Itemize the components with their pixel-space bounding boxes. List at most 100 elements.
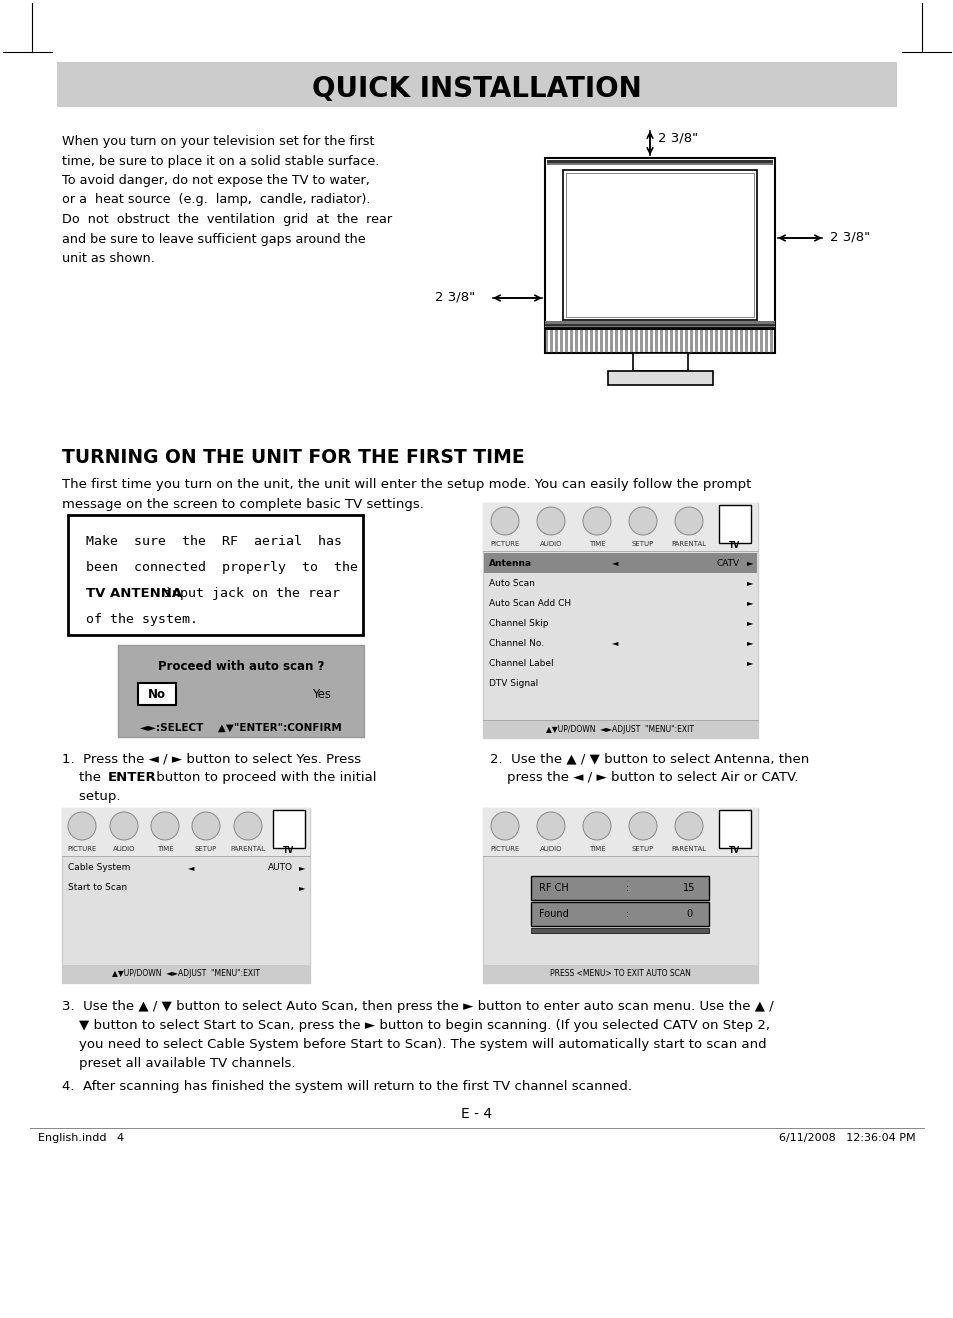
Circle shape	[233, 812, 262, 840]
Bar	[544, 322, 774, 324]
Bar	[629, 328, 633, 353]
Text: Found: Found	[538, 909, 568, 919]
Text: ►: ►	[298, 883, 305, 892]
Text: Channel Skip: Channel Skip	[489, 618, 548, 627]
Text: Auto Scan: Auto Scan	[489, 579, 535, 588]
Text: E - 4: E - 4	[461, 1107, 492, 1122]
Text: PARENTAL: PARENTAL	[231, 846, 265, 851]
Bar	[740, 328, 742, 353]
Text: preset all available TV channels.: preset all available TV channels.	[62, 1057, 295, 1070]
Circle shape	[491, 507, 518, 535]
Bar	[569, 328, 573, 353]
Text: and be sure to leave sufficient gaps around the: and be sure to leave sufficient gaps aro…	[62, 232, 365, 245]
Circle shape	[68, 812, 96, 840]
Text: ►: ►	[298, 863, 305, 873]
Text: button to proceed with the initial: button to proceed with the initial	[152, 771, 376, 784]
Bar	[655, 328, 658, 353]
Text: ►: ►	[746, 598, 753, 608]
Bar	[482, 503, 758, 551]
Bar	[589, 328, 593, 353]
Bar	[531, 928, 708, 933]
Text: TURNING ON THE UNIT FOR THE FIRST TIME: TURNING ON THE UNIT FOR THE FIRST TIME	[62, 448, 524, 467]
Bar	[675, 328, 678, 353]
Bar	[604, 328, 607, 353]
Bar	[544, 158, 774, 163]
Bar	[531, 876, 708, 900]
Text: ▲▼UP/DOWN  ◄►ADJUST  "MENU":EXIT: ▲▼UP/DOWN ◄►ADJUST "MENU":EXIT	[545, 725, 693, 734]
Bar	[619, 328, 622, 353]
Bar	[482, 965, 758, 983]
Bar	[644, 328, 647, 353]
Text: PICTURE: PICTURE	[68, 846, 96, 851]
Bar	[544, 328, 774, 330]
Circle shape	[628, 812, 657, 840]
Bar	[138, 683, 175, 705]
Circle shape	[537, 812, 564, 840]
Text: ◄: ◄	[188, 863, 194, 873]
Text: 1.  Press the ◄ / ► button to select Yes. Press: 1. Press the ◄ / ► button to select Yes.…	[62, 753, 361, 764]
Bar	[564, 328, 567, 353]
Text: input jack on the rear: input jack on the rear	[156, 587, 339, 600]
Bar	[669, 328, 672, 353]
Text: message on the screen to complete basic TV settings.: message on the screen to complete basic …	[62, 498, 423, 511]
Bar	[764, 328, 767, 353]
Text: 3.  Use the ▲ / ▼ button to select Auto Scan, then press the ► button to enter a: 3. Use the ▲ / ▼ button to select Auto S…	[62, 1000, 773, 1014]
Bar	[714, 328, 718, 353]
Text: TV: TV	[729, 846, 740, 855]
Text: QUICK INSTALLATION: QUICK INSTALLATION	[312, 75, 641, 103]
Text: AUDIO: AUDIO	[539, 540, 561, 547]
Bar	[62, 808, 310, 855]
Text: SETUP: SETUP	[194, 846, 217, 851]
Bar	[68, 515, 363, 635]
Bar	[62, 965, 310, 983]
Bar	[544, 324, 774, 326]
Text: 2 3/8": 2 3/8"	[829, 231, 869, 243]
Text: AUDIO: AUDIO	[539, 846, 561, 851]
Bar	[729, 328, 732, 353]
Circle shape	[628, 507, 657, 535]
Circle shape	[151, 812, 179, 840]
Text: ►: ►	[746, 638, 753, 647]
Bar	[724, 328, 727, 353]
Text: :: :	[626, 909, 629, 919]
Bar	[695, 328, 698, 353]
Circle shape	[582, 812, 610, 840]
Bar	[709, 328, 712, 353]
Circle shape	[675, 812, 702, 840]
Text: CATV: CATV	[716, 559, 739, 568]
Bar	[555, 328, 558, 353]
Text: 15: 15	[682, 883, 695, 894]
Bar	[684, 328, 687, 353]
Text: ►: ►	[746, 659, 753, 667]
Text: 2 3/8": 2 3/8"	[658, 132, 698, 145]
Bar	[482, 503, 758, 738]
Bar	[118, 645, 364, 737]
Bar	[273, 811, 305, 847]
Text: English.indd   4: English.indd 4	[38, 1133, 124, 1143]
Bar	[704, 328, 707, 353]
Text: Cable System: Cable System	[68, 863, 131, 873]
Text: PICTURE: PICTURE	[490, 540, 519, 547]
Bar	[599, 328, 602, 353]
Text: Channel No.: Channel No.	[489, 638, 543, 647]
Text: the: the	[62, 771, 105, 784]
Text: of the system.: of the system.	[86, 613, 198, 626]
Bar	[57, 62, 896, 107]
Bar	[720, 328, 722, 353]
Bar	[609, 328, 613, 353]
Text: Do  not  obstruct  the  ventilation  grid  at  the  rear: Do not obstruct the ventilation grid at …	[62, 214, 392, 225]
Bar	[679, 328, 682, 353]
Text: To avoid danger, do not expose the TV to water,: To avoid danger, do not expose the TV to…	[62, 174, 370, 187]
Text: PARENTAL: PARENTAL	[671, 540, 706, 547]
Bar	[719, 811, 750, 847]
Bar	[584, 328, 587, 353]
Bar	[635, 328, 638, 353]
Text: Make  sure  the  RF  aerial  has: Make sure the RF aerial has	[86, 535, 341, 548]
Bar	[664, 328, 667, 353]
Bar	[546, 159, 772, 163]
Circle shape	[192, 812, 220, 840]
Text: ►: ►	[746, 618, 753, 627]
Bar	[544, 158, 774, 353]
Circle shape	[675, 507, 702, 535]
Bar	[769, 328, 772, 353]
